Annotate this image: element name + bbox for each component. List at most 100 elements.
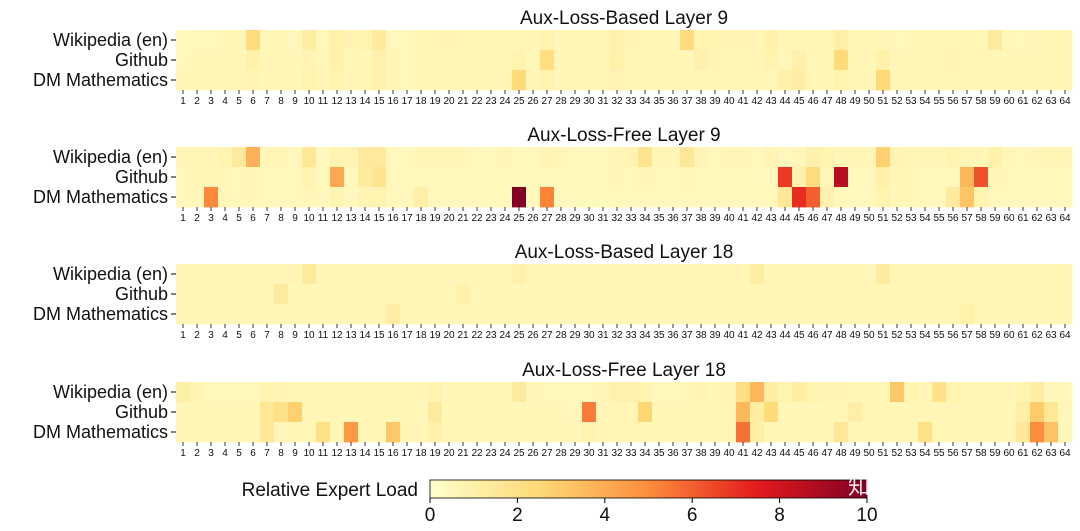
heatmap-cell: [820, 187, 835, 208]
x-tick-label: 49: [849, 448, 861, 459]
heatmap-cell: [918, 147, 933, 168]
x-tick-label: 63: [1045, 213, 1057, 224]
heatmap-cell: [960, 402, 975, 423]
heatmap-cell: [498, 382, 513, 403]
x-tick-label: 15: [373, 448, 385, 459]
heatmap-cell: [512, 147, 527, 168]
heatmap-cell: [694, 402, 709, 423]
heatmap-cell: [372, 50, 387, 71]
heatmap-cell: [302, 382, 317, 403]
heatmap-cell: [750, 402, 765, 423]
heatmap-cell: [960, 284, 975, 305]
heatmap-cell: [722, 402, 737, 423]
heatmap-cell: [484, 30, 499, 51]
x-tick-label: 14: [359, 96, 371, 107]
heatmap-cell: [316, 304, 331, 325]
heatmap-cell: [904, 147, 919, 168]
heatmap-cell: [764, 402, 779, 423]
x-tick-label: 30: [583, 448, 595, 459]
x-tick-label: 63: [1045, 96, 1057, 107]
heatmap-cell: [456, 167, 471, 188]
heatmap-cell: [302, 50, 317, 71]
heatmap-cell: [1058, 304, 1073, 325]
heatmap-cell: [610, 382, 625, 403]
heatmap-cell: [232, 422, 247, 443]
x-tick-label: 55: [933, 448, 945, 459]
heatmap-cell: [792, 50, 807, 71]
x-tick-label: 36: [667, 330, 679, 341]
heatmap-cell: [722, 422, 737, 443]
heatmap-cell: [946, 382, 961, 403]
x-tick-label: 5: [236, 330, 242, 341]
heatmap-cell: [848, 30, 863, 51]
x-tick-label: 40: [723, 213, 735, 224]
x-tick-label: 59: [989, 213, 1001, 224]
x-tick-label: 27: [541, 96, 553, 107]
heatmap-cell: [596, 147, 611, 168]
heatmap-cell: [582, 382, 597, 403]
heatmap-cell: [806, 30, 821, 51]
x-tick-label: 2: [194, 96, 200, 107]
heatmap-cell: [232, 402, 247, 423]
heatmap-cell: [554, 187, 569, 208]
row-label: Wikipedia (en): [53, 147, 168, 167]
heatmap-cell: [680, 422, 695, 443]
heatmap-cell: [722, 284, 737, 305]
heatmap-cell: [358, 167, 373, 188]
x-tick-label: 50: [863, 96, 875, 107]
heatmap-cell: [1030, 147, 1045, 168]
x-tick-label: 45: [793, 213, 805, 224]
heatmap-cell: [554, 422, 569, 443]
heatmap-cell: [834, 264, 849, 285]
heatmap-cell: [848, 402, 863, 423]
heatmap-cell: [596, 264, 611, 285]
heatmap-cell: [666, 304, 681, 325]
panel-1: Aux-Loss-Based Layer 9 Wikipedia (en)Gith…: [33, 8, 1073, 107]
heatmap-cell: [1044, 402, 1059, 423]
heatmap-cell: [890, 187, 905, 208]
x-tick-label: 60: [1003, 96, 1015, 107]
x-tick-label: 58: [975, 96, 987, 107]
x-tick-label: 30: [583, 330, 595, 341]
heatmap-cell: [778, 70, 793, 91]
heatmap-cell: [414, 382, 429, 403]
heatmap-cell: [232, 50, 247, 71]
x-tick-label: 4: [222, 213, 228, 224]
row-label: Github: [115, 167, 168, 187]
heatmap-cell: [820, 167, 835, 188]
heatmap-cell: [1002, 50, 1017, 71]
heatmap-cell: [694, 304, 709, 325]
heatmap-cell: [190, 264, 205, 285]
heatmap-cell: [904, 382, 919, 403]
heatmap-cell: [666, 402, 681, 423]
heatmap-cell: [876, 147, 891, 168]
heatmap-cell: [974, 422, 989, 443]
heatmap-cell: [498, 304, 513, 325]
x-tick-label: 56: [947, 213, 959, 224]
heatmap-cell: [918, 167, 933, 188]
x-tick-label: 61: [1017, 448, 1029, 459]
heatmap-cell: [582, 167, 597, 188]
heatmap-cell: [960, 30, 975, 51]
heatmap-cell: [526, 30, 541, 51]
heatmap-cell: [904, 422, 919, 443]
heatmap-cell: [764, 304, 779, 325]
heatmap-cell: [1016, 402, 1031, 423]
x-tick-label: 14: [359, 213, 371, 224]
x-tick-label: 25: [513, 448, 525, 459]
x-tick-label: 20: [443, 213, 455, 224]
heatmap-cell: [750, 187, 765, 208]
x-tick-label: 42: [751, 330, 763, 341]
heatmap-cell: [834, 382, 849, 403]
heatmap-cell: [456, 147, 471, 168]
x-tick-label: 22: [471, 330, 483, 341]
heatmap-cell: [498, 187, 513, 208]
heatmap-cell: [750, 50, 765, 71]
x-tick-label: 9: [292, 330, 298, 341]
heatmap-cell: [1044, 187, 1059, 208]
heatmap-cell: [974, 167, 989, 188]
heatmap-cell: [1016, 50, 1031, 71]
heatmap-cell: [736, 422, 751, 443]
x-tick-label: 50: [863, 448, 875, 459]
